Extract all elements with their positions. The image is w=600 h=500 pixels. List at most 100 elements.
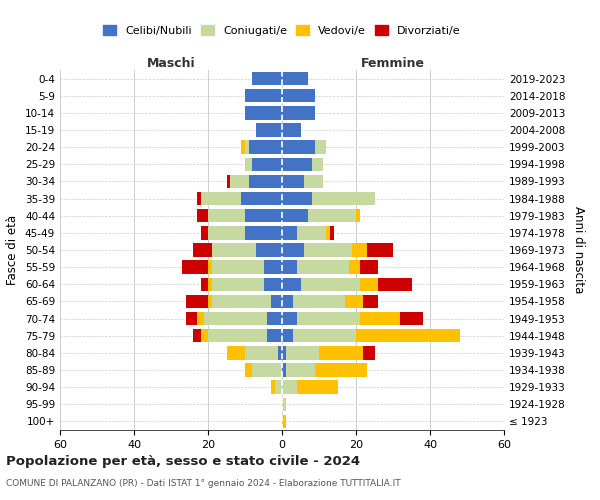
Bar — [241, 140, 245, 154]
Bar — [241, 192, 282, 205]
Y-axis label: Fasce di età: Fasce di età — [7, 215, 19, 285]
Bar — [245, 364, 253, 376]
Bar — [263, 278, 282, 291]
Bar — [253, 72, 282, 86]
Bar — [208, 260, 212, 274]
Bar — [367, 244, 393, 256]
Bar — [311, 158, 323, 171]
Text: Femmine: Femmine — [361, 57, 425, 70]
Bar — [197, 209, 208, 222]
Bar — [297, 260, 349, 274]
Bar — [253, 364, 282, 376]
Bar — [297, 312, 360, 326]
Bar — [227, 174, 230, 188]
Bar — [282, 226, 297, 239]
Text: Popolazione per età, sesso e stato civile - 2024: Popolazione per età, sesso e stato civil… — [6, 455, 360, 468]
Bar — [286, 346, 319, 360]
Bar — [256, 244, 282, 256]
Bar — [308, 209, 356, 222]
Bar — [352, 244, 367, 256]
Bar — [319, 346, 364, 360]
Bar — [282, 346, 286, 360]
Bar — [360, 260, 378, 274]
Bar — [326, 226, 330, 239]
Bar — [297, 226, 326, 239]
Bar — [245, 158, 253, 171]
Bar — [212, 278, 263, 291]
Bar — [360, 278, 378, 291]
Bar — [208, 278, 212, 291]
Bar — [282, 124, 301, 136]
Bar — [212, 244, 256, 256]
Bar — [356, 209, 360, 222]
Bar — [245, 106, 282, 120]
Bar — [200, 329, 208, 342]
Bar — [282, 312, 297, 326]
Text: Maschi: Maschi — [146, 57, 196, 70]
Bar — [253, 158, 282, 171]
Bar — [282, 260, 297, 274]
Y-axis label: Anni di nascita: Anni di nascita — [572, 206, 585, 294]
Bar — [208, 294, 212, 308]
Bar — [364, 346, 374, 360]
Bar — [212, 294, 271, 308]
Bar — [212, 260, 263, 274]
Bar — [304, 174, 323, 188]
Bar — [245, 226, 282, 239]
Bar — [282, 294, 293, 308]
Bar — [282, 106, 316, 120]
Bar — [256, 124, 282, 136]
Bar — [282, 414, 286, 428]
Bar — [186, 294, 208, 308]
Bar — [271, 294, 282, 308]
Bar — [275, 380, 282, 394]
Bar — [249, 174, 282, 188]
Bar — [345, 294, 364, 308]
Bar — [282, 209, 308, 222]
Bar — [282, 364, 286, 376]
Bar — [282, 278, 301, 291]
Bar — [182, 260, 208, 274]
Bar — [204, 312, 267, 326]
Bar — [245, 140, 249, 154]
Bar — [197, 312, 204, 326]
Bar — [278, 346, 282, 360]
Bar — [200, 226, 208, 239]
Bar — [230, 174, 249, 188]
Bar — [282, 380, 297, 394]
Bar — [286, 364, 316, 376]
Bar — [193, 244, 212, 256]
Bar — [282, 174, 304, 188]
Bar — [245, 346, 278, 360]
Bar — [304, 244, 352, 256]
Bar — [227, 346, 245, 360]
Bar — [208, 209, 245, 222]
Bar — [249, 140, 282, 154]
Bar — [400, 312, 422, 326]
Bar — [349, 260, 360, 274]
Bar — [282, 244, 304, 256]
Bar — [316, 364, 367, 376]
Bar — [271, 380, 275, 394]
Bar — [263, 260, 282, 274]
Bar — [245, 209, 282, 222]
Bar — [364, 294, 378, 308]
Bar — [311, 192, 374, 205]
Bar — [208, 226, 245, 239]
Bar — [282, 89, 316, 102]
Bar — [267, 329, 282, 342]
Bar — [200, 278, 208, 291]
Bar — [197, 192, 200, 205]
Bar — [282, 158, 311, 171]
Bar — [208, 329, 267, 342]
Bar — [316, 140, 326, 154]
Bar — [245, 89, 282, 102]
Bar — [293, 329, 356, 342]
Bar — [301, 278, 360, 291]
Bar — [186, 312, 197, 326]
Bar — [200, 192, 241, 205]
Bar — [193, 329, 200, 342]
Legend: Celibi/Nubili, Coniugati/e, Vedovi/e, Divorziati/e: Celibi/Nubili, Coniugati/e, Vedovi/e, Di… — [103, 25, 461, 36]
Bar — [282, 72, 308, 86]
Bar — [330, 226, 334, 239]
